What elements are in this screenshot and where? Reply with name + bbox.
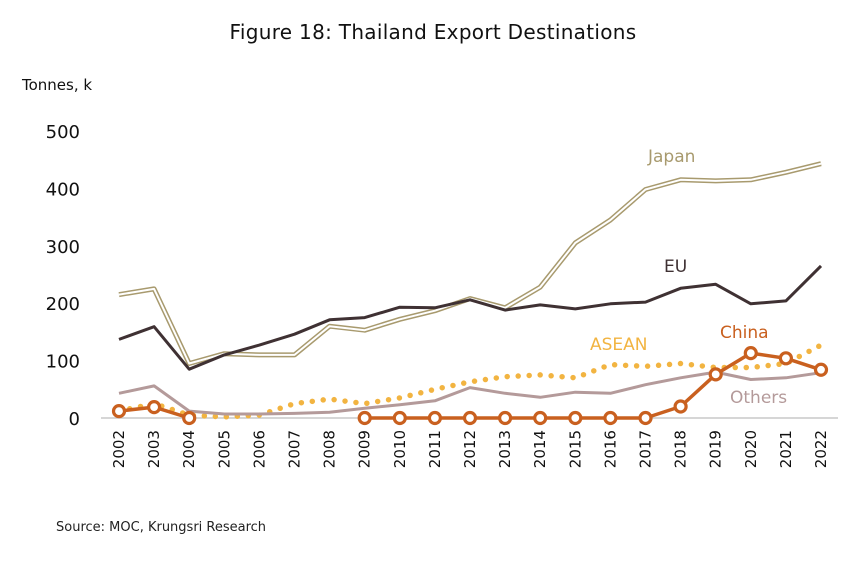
data-point-china	[111, 404, 127, 419]
chart-title: Figure 18: Thailand Export Destinations	[229, 20, 637, 44]
x-tick-label: 2005	[215, 430, 233, 468]
x-tick-label: 2013	[496, 430, 514, 468]
data-point-china	[568, 410, 583, 426]
y-tick-label: 0	[69, 409, 80, 430]
y-tick-label: 200	[46, 294, 80, 315]
x-tick-label: 2002	[110, 430, 128, 468]
series-line-asean	[116, 342, 824, 420]
data-point-china	[743, 346, 758, 361]
y-tick-label: 300	[46, 237, 80, 258]
data-point-china	[603, 410, 618, 426]
x-tick-label: 2015	[566, 430, 584, 468]
data-point-china	[427, 410, 442, 426]
x-tick-label: 2006	[250, 430, 268, 468]
data-point-china	[462, 410, 478, 426]
series-label-others: Others	[730, 388, 787, 408]
series-label-eu: EU	[664, 257, 687, 277]
data-point-china	[498, 410, 513, 426]
x-tick-label: 2022	[812, 430, 830, 468]
x-tick-label: 2017	[637, 430, 655, 468]
x-tick-label: 2009	[356, 430, 374, 468]
source-note: Source: MOC, Krungsri Research	[56, 520, 267, 535]
data-point-china	[673, 399, 688, 414]
x-tick-label: 2014	[531, 430, 549, 468]
x-tick-label: 2020	[742, 430, 760, 468]
y-axis-unit-label: Tonnes, k	[22, 76, 93, 94]
data-point-china	[357, 410, 372, 426]
x-tick-label: 2019	[707, 430, 725, 468]
series-line-china	[364, 351, 822, 420]
x-tick-label: 2008	[321, 430, 339, 468]
x-tick-label: 2012	[461, 430, 479, 468]
x-tick-label: 2011	[426, 430, 444, 468]
series-line-japan	[118, 161, 822, 366]
data-point-china	[533, 410, 548, 426]
data-point-china	[813, 362, 829, 377]
x-tick-label: 2004	[180, 430, 198, 468]
data-point-china	[147, 399, 162, 415]
series-label-china: China	[720, 323, 769, 343]
data-point-china	[638, 410, 653, 426]
series-line-eu	[118, 264, 823, 371]
y-tick-label: 500	[46, 122, 80, 143]
x-tick-label: 2021	[777, 430, 795, 468]
series-line-others	[118, 370, 822, 416]
data-point-china	[392, 410, 407, 426]
series-line-japan-inner	[118, 162, 822, 365]
x-tick-label: 2007	[286, 430, 304, 468]
data-point-china	[708, 367, 723, 382]
data-point-china	[182, 410, 197, 426]
x-tick-label: 2018	[672, 430, 690, 468]
x-tick-label: 2016	[601, 430, 619, 468]
series-label-japan: Japan	[647, 147, 695, 167]
data-point-china	[778, 351, 794, 366]
series-label-asean: ASEAN	[590, 335, 648, 355]
y-tick-label: 100	[46, 352, 80, 373]
x-tick-label: 2010	[391, 430, 409, 468]
y-tick-label: 400	[46, 179, 80, 200]
x-tick-label: 2003	[145, 430, 163, 468]
